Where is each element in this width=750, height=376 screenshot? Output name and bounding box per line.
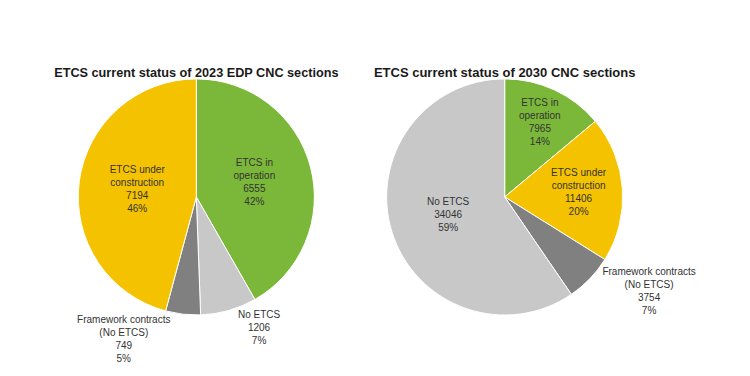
svg-text:No ETCS3404659%: No ETCS3404659% <box>427 196 470 233</box>
svg-text:ETCS inoperation796514%: ETCS inoperation796514% <box>519 97 561 147</box>
svg-text:ETCS current status of 2030 CN: ETCS current status of 2030 CNC sections <box>374 65 636 80</box>
svg-text:No ETCS12067%: No ETCS12067% <box>238 309 281 346</box>
svg-text:ETCS inoperation655542%: ETCS inoperation655542% <box>233 157 275 207</box>
svg-text:ETCS underconstruction1140620%: ETCS underconstruction1140620% <box>551 167 607 217</box>
svg-text:Framework contracts(No ETCS)74: Framework contracts(No ETCS)7495% <box>77 314 170 364</box>
svg-text:Framework contracts(No ETCS)37: Framework contracts(No ETCS)37547% <box>602 266 695 316</box>
svg-text:ETCS current status of 2023 ED: ETCS current status of 2023 EDP CNC sect… <box>54 66 338 80</box>
svg-text:ETCS underconstruction719446%: ETCS underconstruction719446% <box>110 164 166 214</box>
